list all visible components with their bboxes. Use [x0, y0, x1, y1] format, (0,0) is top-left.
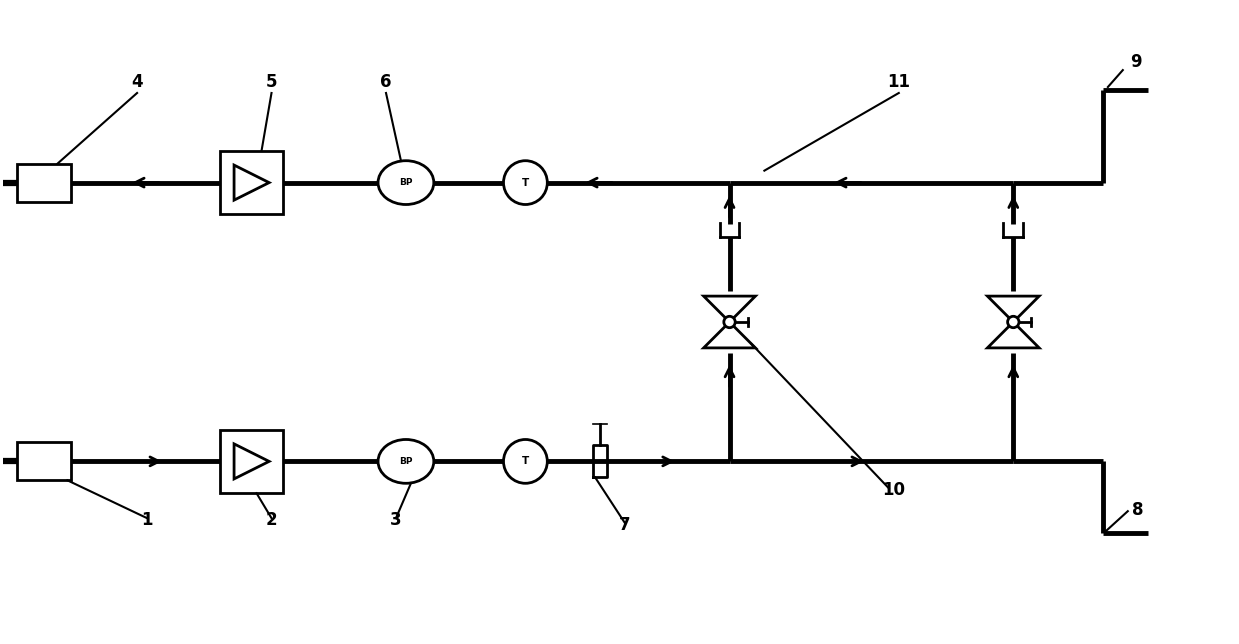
Circle shape: [724, 316, 735, 328]
Bar: [219, 430, 284, 493]
Text: 10: 10: [882, 481, 906, 499]
Text: 2: 2: [265, 511, 278, 529]
Text: 4: 4: [131, 73, 142, 91]
Text: 9: 9: [1130, 53, 1141, 71]
Bar: [16, 164, 72, 202]
Text: 11: 11: [887, 73, 911, 91]
Text: 8: 8: [1132, 501, 1144, 519]
Bar: [16, 442, 72, 480]
Circle shape: [503, 161, 548, 205]
Polygon shape: [234, 444, 269, 479]
Ellipse shape: [378, 161, 434, 205]
Circle shape: [1007, 316, 1018, 328]
Text: 1: 1: [141, 511, 152, 529]
Ellipse shape: [378, 439, 434, 483]
Polygon shape: [704, 322, 756, 348]
Text: 3: 3: [390, 511, 401, 529]
Text: T: T: [522, 178, 529, 187]
Text: 5: 5: [265, 73, 278, 91]
Polygon shape: [987, 296, 1040, 322]
Text: BP: BP: [399, 178, 413, 187]
Polygon shape: [987, 322, 1040, 348]
Polygon shape: [704, 296, 756, 322]
Text: 7: 7: [620, 516, 631, 534]
Text: T: T: [522, 457, 529, 466]
Bar: [219, 151, 284, 214]
Text: BP: BP: [399, 457, 413, 466]
Text: 6: 6: [380, 73, 392, 91]
Polygon shape: [234, 165, 269, 200]
Circle shape: [503, 439, 548, 483]
